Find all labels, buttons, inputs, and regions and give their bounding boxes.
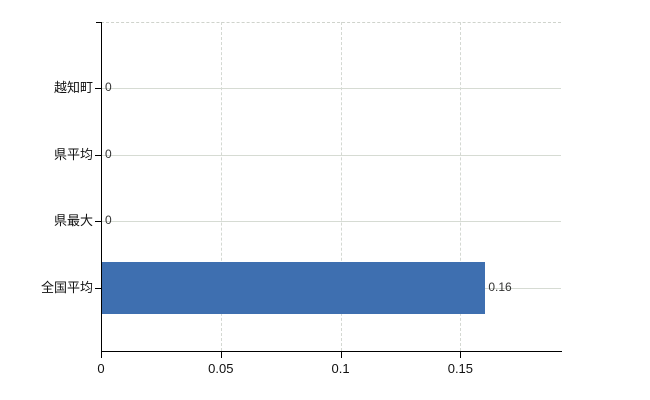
category-label: 県平均: [53, 146, 93, 162]
category-label: 県最大: [53, 213, 93, 229]
x-tick: [220, 352, 222, 358]
x-gridline: [220, 22, 222, 351]
category-gridline: [101, 221, 561, 223]
category-gridline: [101, 154, 561, 156]
x-tick-label: 0.1: [331, 361, 350, 376]
category-label: 全国平均: [40, 280, 93, 296]
y-tick: [95, 154, 101, 156]
x-gridline: [340, 22, 342, 351]
y-tick: [95, 88, 101, 89]
value-label: 0: [105, 80, 112, 94]
y-axis: [101, 22, 102, 352]
y-tick: [95, 288, 101, 290]
value-label: 0: [105, 146, 112, 161]
category-label: 越知町: [53, 80, 93, 95]
x-axis: [101, 351, 562, 352]
x-tick-label: 0: [97, 361, 105, 376]
plot-top-border: [101, 22, 561, 23]
x-tick: [340, 352, 342, 358]
x-tick: [460, 352, 462, 358]
x-gridline: [460, 22, 462, 351]
x-tick-label: 0.15: [447, 361, 474, 376]
x-tick: [101, 352, 102, 358]
value-label: 0.16: [488, 280, 512, 295]
y-axis-top-tick: [96, 22, 102, 23]
category-gridline: [101, 88, 561, 89]
x-tick-label: 0.05: [208, 361, 234, 376]
value-label: 0: [105, 213, 112, 228]
y-tick: [95, 221, 101, 223]
bar[interactable]: [102, 262, 486, 315]
